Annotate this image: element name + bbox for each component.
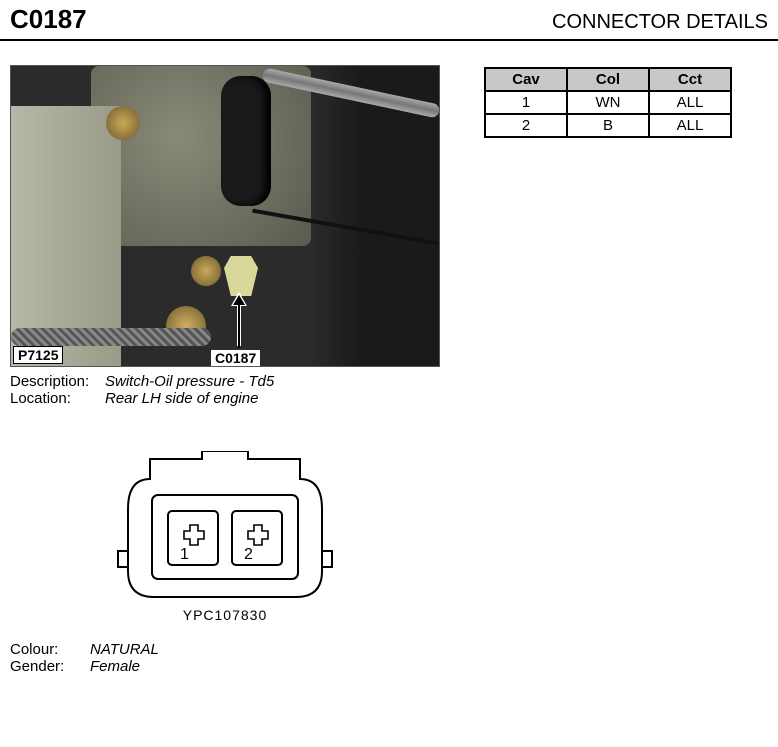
- description-value: Switch-Oil pressure - Td5: [105, 373, 274, 390]
- colour-label: Colour:: [10, 641, 90, 658]
- description-row: Description: Switch-Oil pressure - Td5: [10, 373, 768, 390]
- table-header-row: Cav Col Cct: [485, 68, 731, 91]
- page-title: CONNECTOR DETAILS: [552, 11, 768, 34]
- cavity-number-2: 2: [244, 546, 253, 563]
- location-label: Location:: [10, 390, 105, 407]
- colour-row: Colour: NATURAL: [10, 641, 768, 658]
- table-cell: 2: [485, 114, 567, 137]
- col-header: Cav: [485, 68, 567, 91]
- photo-ref-label: P7125: [13, 346, 63, 364]
- photo-callout-label: C0187: [211, 350, 260, 366]
- table-cell: 1: [485, 91, 567, 114]
- col-header: Cct: [649, 68, 731, 91]
- table-row: 1 WN ALL: [485, 91, 731, 114]
- meta-bottom: Colour: NATURAL Gender: Female: [0, 623, 778, 675]
- gender-value: Female: [90, 658, 140, 675]
- cavity-number-1: 1: [180, 546, 189, 563]
- colour-value: NATURAL: [90, 641, 159, 658]
- main-row: P7125 C0187 Cav Col Cct 1 WN ALL 2 B ALL: [0, 65, 778, 367]
- table-cell: ALL: [649, 91, 731, 114]
- connector-drawing: 1 2 YPC107830: [10, 451, 440, 623]
- connector-code: C0187: [10, 4, 87, 35]
- cavity-table: Cav Col Cct 1 WN ALL 2 B ALL: [484, 67, 732, 138]
- gender-label: Gender:: [10, 658, 90, 675]
- description-label: Description:: [10, 373, 105, 390]
- table-cell: WN: [567, 91, 649, 114]
- location-value: Rear LH side of engine: [105, 390, 258, 407]
- part-number: YPC107830: [10, 607, 440, 623]
- connector-face-svg: 1 2: [110, 451, 340, 601]
- location-row: Location: Rear LH side of engine: [10, 390, 768, 407]
- meta-top: Description: Switch-Oil pressure - Td5 L…: [0, 367, 778, 407]
- location-photo: P7125 C0187: [10, 65, 440, 367]
- table-cell: ALL: [649, 114, 731, 137]
- callout-arrow: [237, 294, 241, 346]
- gender-row: Gender: Female: [10, 658, 768, 675]
- page-header: C0187 CONNECTOR DETAILS: [0, 0, 778, 37]
- col-header: Col: [567, 68, 649, 91]
- header-rule: [0, 39, 778, 41]
- table-row: 2 B ALL: [485, 114, 731, 137]
- table-cell: B: [567, 114, 649, 137]
